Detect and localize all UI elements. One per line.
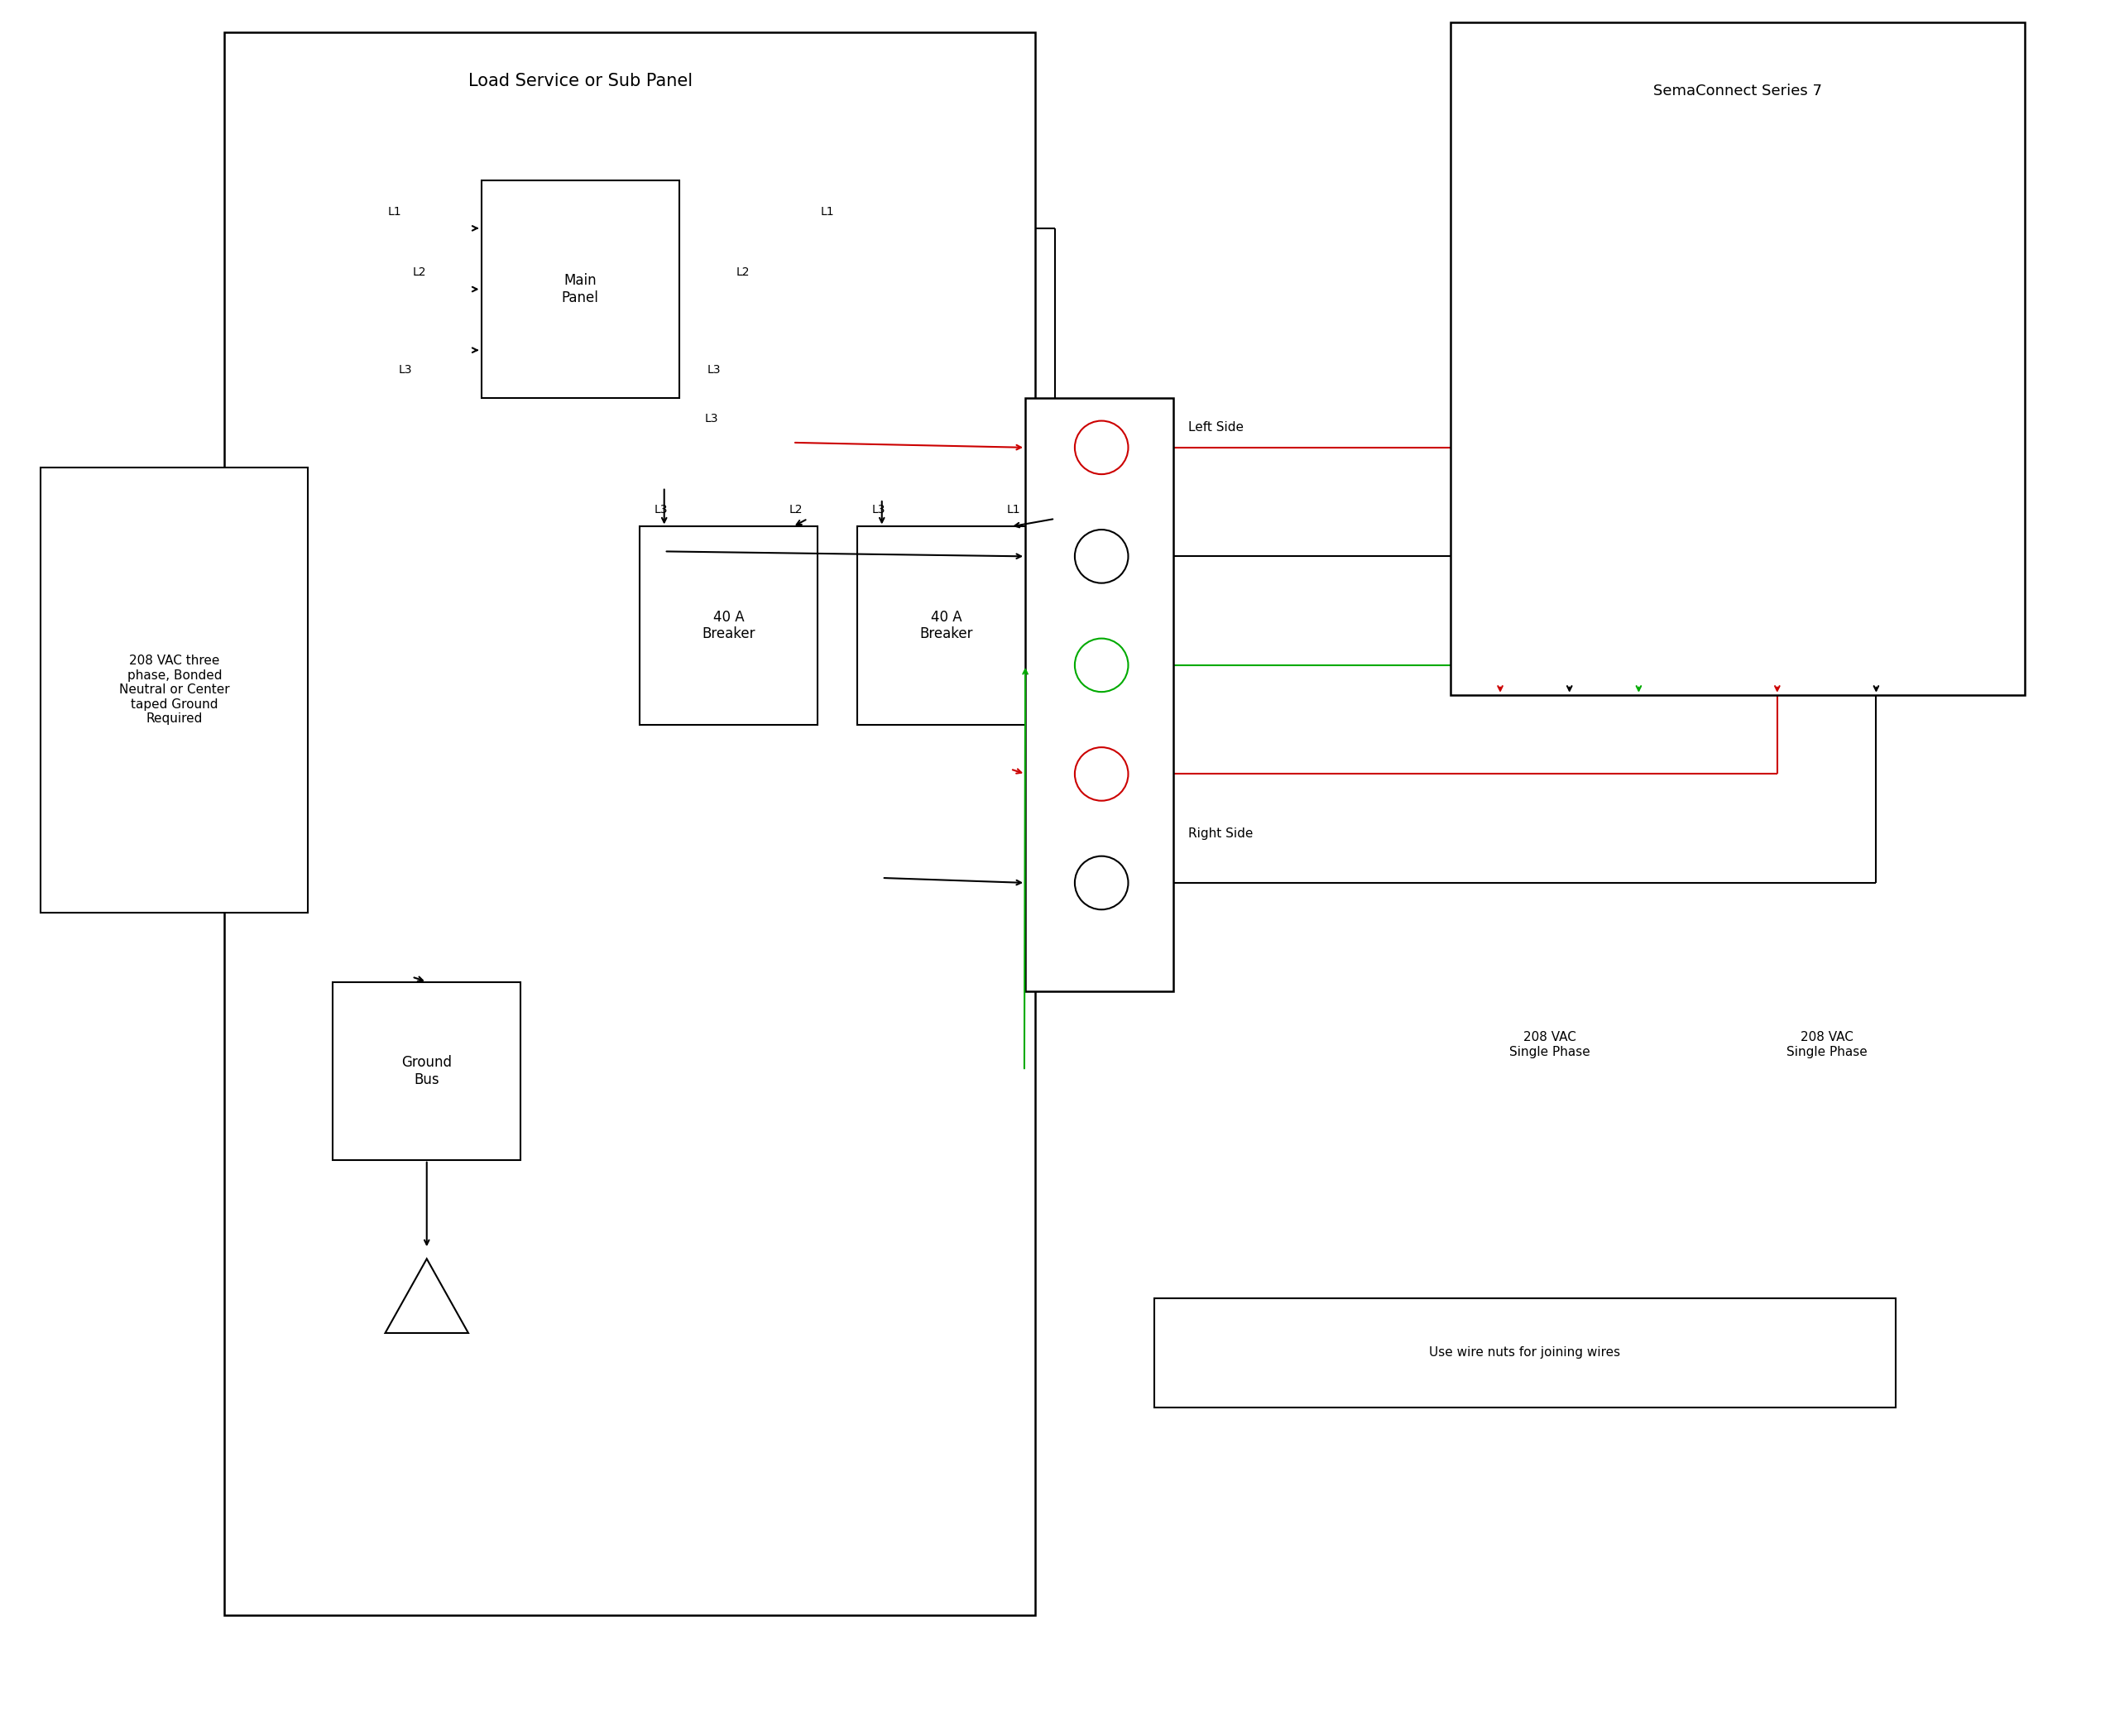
Bar xyxy=(1452,23,2026,694)
Text: 40 A
Breaker: 40 A Breaker xyxy=(920,609,973,642)
Text: Left Side: Left Side xyxy=(1188,422,1245,434)
Circle shape xyxy=(1074,420,1129,474)
Text: 208 VAC
Single Phase: 208 VAC Single Phase xyxy=(1509,1031,1591,1057)
Bar xyxy=(1154,1299,1897,1408)
Text: L1: L1 xyxy=(388,205,401,217)
Text: L3: L3 xyxy=(707,365,720,375)
Text: L1: L1 xyxy=(1006,503,1021,516)
Text: Main
Panel: Main Panel xyxy=(561,273,599,306)
Text: L2: L2 xyxy=(736,267,751,278)
Bar xyxy=(224,31,1036,1614)
Circle shape xyxy=(1074,529,1129,583)
Text: 208 VAC
Single Phase: 208 VAC Single Phase xyxy=(1787,1031,1867,1057)
Text: L3: L3 xyxy=(871,503,886,516)
Bar xyxy=(1025,398,1173,991)
Text: L1: L1 xyxy=(821,205,833,217)
Bar xyxy=(481,181,679,398)
Bar xyxy=(40,467,308,913)
Circle shape xyxy=(1074,856,1129,910)
Text: L3: L3 xyxy=(399,365,411,375)
Text: L3: L3 xyxy=(654,503,669,516)
Text: SemaConnect Series 7: SemaConnect Series 7 xyxy=(1654,83,1823,99)
Text: Use wire nuts for joining wires: Use wire nuts for joining wires xyxy=(1428,1347,1620,1359)
Text: L2: L2 xyxy=(411,267,426,278)
Text: Ground
Bus: Ground Bus xyxy=(401,1055,452,1087)
Bar xyxy=(639,526,817,724)
Text: 208 VAC three
phase, Bonded
Neutral or Center
taped Ground
Required: 208 VAC three phase, Bonded Neutral or C… xyxy=(118,654,230,726)
Bar xyxy=(857,526,1036,724)
Bar xyxy=(333,983,521,1160)
Text: L3: L3 xyxy=(705,413,720,424)
Text: L2: L2 xyxy=(789,503,802,516)
Circle shape xyxy=(1074,746,1129,800)
Text: Right Side: Right Side xyxy=(1188,826,1253,840)
Circle shape xyxy=(1074,639,1129,693)
Text: Load Service or Sub Panel: Load Service or Sub Panel xyxy=(468,73,692,90)
Text: 40 A
Breaker: 40 A Breaker xyxy=(703,609,755,642)
